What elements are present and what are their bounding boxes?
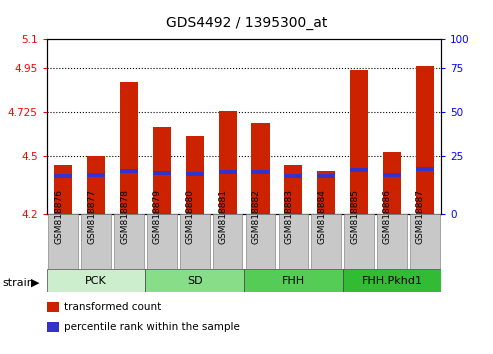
Bar [244,269,343,292]
Bar [81,214,111,269]
Bar [383,173,401,177]
Bar [284,165,302,214]
Text: FHH.Pkhd1: FHH.Pkhd1 [361,275,423,286]
Bar [343,269,441,292]
Bar [54,174,72,178]
Bar [145,269,244,292]
Text: GSM818880: GSM818880 [186,189,195,244]
Bar [147,214,176,269]
Bar [180,214,210,269]
Bar [410,214,440,269]
Bar [312,214,341,269]
Bar [377,214,407,269]
Text: GSM818882: GSM818882 [251,189,260,244]
Text: FHH: FHH [282,275,305,286]
Bar [218,111,237,214]
Bar [284,174,302,178]
Bar [153,171,171,175]
Bar [416,167,434,171]
Bar [54,165,72,214]
Bar [350,168,368,172]
Bar [251,122,270,214]
Text: GSM818877: GSM818877 [87,189,96,244]
Text: GDS4492 / 1395300_at: GDS4492 / 1395300_at [166,16,327,30]
Bar [120,82,138,214]
Text: transformed count: transformed count [64,302,161,312]
Text: ▶: ▶ [31,278,39,288]
Bar [383,152,401,214]
Bar [120,169,138,173]
Bar [48,214,78,269]
Bar [246,214,275,269]
Text: GSM818879: GSM818879 [153,189,162,244]
Bar [344,214,374,269]
Text: SD: SD [187,275,203,286]
Text: GSM818886: GSM818886 [383,189,392,244]
Bar [186,136,204,214]
Text: percentile rank within the sample: percentile rank within the sample [64,322,240,332]
Bar [416,66,434,214]
Text: GSM818887: GSM818887 [416,189,425,244]
Text: PCK: PCK [85,275,107,286]
Text: GSM818883: GSM818883 [284,189,293,244]
Bar [213,214,243,269]
Bar [251,170,270,174]
Bar [186,172,204,176]
Text: GSM818876: GSM818876 [54,189,63,244]
Text: GSM818885: GSM818885 [350,189,359,244]
Bar [350,70,368,214]
Bar [47,269,145,292]
Bar [87,173,105,177]
Text: GSM818878: GSM818878 [120,189,129,244]
Text: GSM818884: GSM818884 [317,189,326,244]
Bar [153,126,171,214]
Bar [317,171,335,214]
Bar [279,214,308,269]
Bar [218,170,237,174]
Text: GSM818881: GSM818881 [218,189,228,244]
Text: strain: strain [2,278,35,288]
Bar [317,174,335,178]
Bar [114,214,144,269]
Bar [87,156,105,214]
